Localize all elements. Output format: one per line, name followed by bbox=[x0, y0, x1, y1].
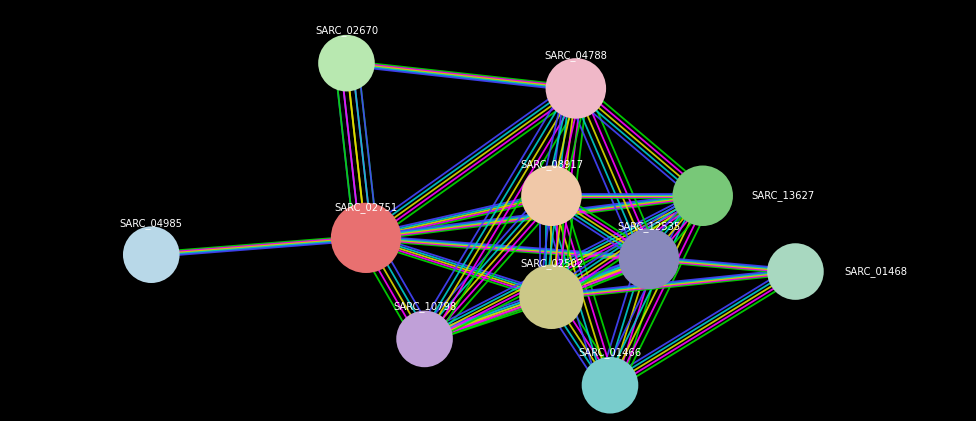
Ellipse shape bbox=[521, 165, 582, 226]
Text: SARC_12535: SARC_12535 bbox=[618, 221, 680, 232]
Text: SARC_08917: SARC_08917 bbox=[520, 159, 583, 170]
Text: SARC_04985: SARC_04985 bbox=[120, 218, 183, 229]
Ellipse shape bbox=[619, 229, 679, 289]
Ellipse shape bbox=[318, 35, 375, 91]
Text: SARC_10798: SARC_10798 bbox=[393, 301, 456, 312]
Ellipse shape bbox=[396, 311, 453, 367]
Text: SARC_13627: SARC_13627 bbox=[752, 190, 815, 201]
Ellipse shape bbox=[767, 243, 824, 300]
Ellipse shape bbox=[546, 58, 606, 119]
Ellipse shape bbox=[582, 357, 638, 413]
Ellipse shape bbox=[672, 165, 733, 226]
Text: SARC_01466: SARC_01466 bbox=[579, 347, 641, 358]
Text: SARC_04788: SARC_04788 bbox=[545, 50, 607, 61]
Ellipse shape bbox=[123, 226, 180, 283]
Text: SARC_02502: SARC_02502 bbox=[520, 258, 583, 269]
Ellipse shape bbox=[331, 203, 401, 273]
Text: SARC_02670: SARC_02670 bbox=[315, 25, 378, 36]
Text: SARC_02751: SARC_02751 bbox=[335, 202, 397, 213]
Ellipse shape bbox=[519, 264, 584, 329]
Text: SARC_01468: SARC_01468 bbox=[844, 266, 908, 277]
